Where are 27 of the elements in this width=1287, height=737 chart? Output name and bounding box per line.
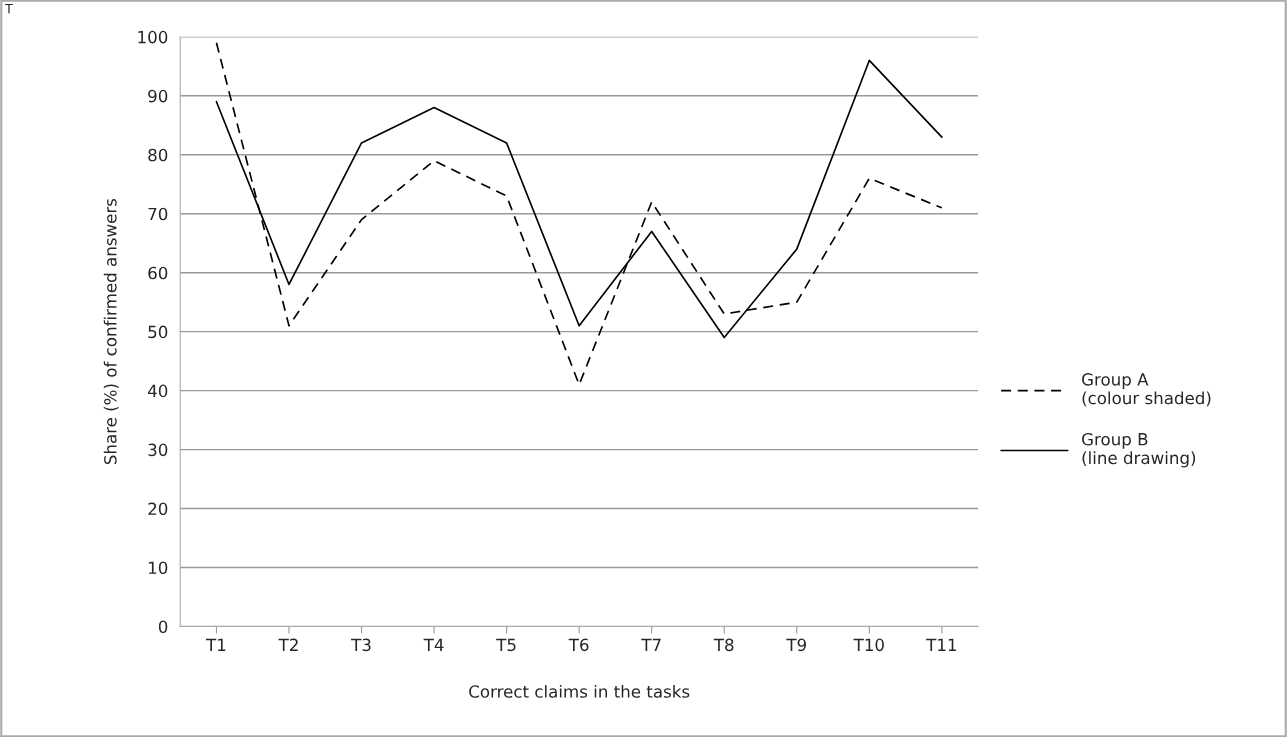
x-tick-label: T11 xyxy=(926,638,957,651)
y-tick-label: 0 xyxy=(158,620,168,634)
x-tick-label: T3 xyxy=(351,638,371,652)
x-tick-label: T2 xyxy=(278,638,298,651)
text: T xyxy=(5,4,13,14)
y-tick-label: 100 xyxy=(138,30,168,44)
x-tick-label: T5 xyxy=(496,638,516,652)
y-tick-label: 90 xyxy=(148,89,168,103)
y-axis-title: Share (%) of confirmed answers xyxy=(103,198,119,465)
y-tick-label: 20 xyxy=(148,502,168,516)
y-tick-label: 10 xyxy=(149,561,168,575)
y-tick-label: 60 xyxy=(148,266,168,280)
x-tick-label: T9 xyxy=(786,638,806,652)
y-tick-label: 40 xyxy=(147,384,168,398)
x-axis-title: Correct claims in the tasks xyxy=(469,684,690,698)
y-tick-label: 50 xyxy=(148,325,168,339)
y-tick-label: 80 xyxy=(148,148,168,162)
x-tick-label: T8 xyxy=(713,638,734,652)
legend-label: Group A (colour shaded) xyxy=(1082,373,1211,407)
y-tick-label: 30 xyxy=(148,443,168,457)
x-tick-label: T7 xyxy=(641,638,661,651)
x-tick-label: T4 xyxy=(423,638,444,651)
x-tick-label: T1 xyxy=(206,638,226,651)
x-tick-label: T10 xyxy=(853,638,884,652)
x-tick-label: T6 xyxy=(568,638,589,652)
legend-label: Group B (line drawing) xyxy=(1082,432,1196,468)
y-tick-label: 70 xyxy=(148,207,168,221)
